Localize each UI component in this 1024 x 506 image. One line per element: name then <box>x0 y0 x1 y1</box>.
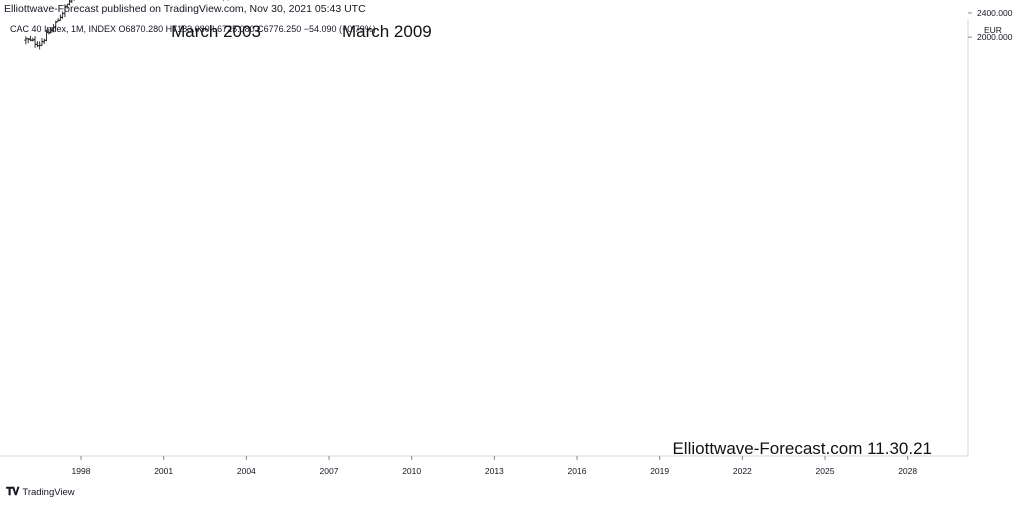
x-tick-label: 2007 <box>320 466 339 476</box>
ohlc-bar <box>222 0 224 1</box>
ohlc-bar <box>47 28 51 35</box>
ohlc-bar <box>73 0 75 1</box>
ohlc-bar <box>61 11 65 19</box>
ohlc-bar <box>56 18 60 22</box>
x-tick-label: 2010 <box>402 466 421 476</box>
watermark-label: Elliottwave-Forecast.com 11.30.21 <box>672 439 932 458</box>
ohlc-bar <box>28 35 33 42</box>
x-tick-label: 1998 <box>72 466 91 476</box>
x-tick-label: 2028 <box>898 466 917 476</box>
y-tick-label: 2400.000 <box>977 8 1013 18</box>
currency-label: EUR <box>984 25 1002 35</box>
x-tick-label: 2013 <box>485 466 504 476</box>
ohlc-bar <box>44 29 49 42</box>
publish-caption: Elliottwave-Forecast published on Tradin… <box>4 3 366 15</box>
annotation-label: March 2009 <box>342 22 432 41</box>
x-tick-label: 2001 <box>154 466 173 476</box>
ohlc-bar <box>49 27 53 33</box>
x-tick-label: 2019 <box>650 466 669 476</box>
ohlc-bar <box>65 3 69 9</box>
ohlc-bar <box>51 24 56 33</box>
x-tick-label: 2004 <box>237 466 256 476</box>
ohlc-bar <box>26 37 30 44</box>
ohlc-bar <box>54 20 58 30</box>
tradingview-logo-icon: 𝐓𝐕 <box>6 486 19 498</box>
y-tick-label: 2000.000 <box>977 32 1013 42</box>
ohlc-bars <box>24 0 229 50</box>
x-tick-label: 2025 <box>816 466 835 476</box>
ohlc-legend: CAC 40 Index, 1M, INDEX O6870.280 H7183.… <box>10 24 376 34</box>
ohlc-bar <box>70 0 73 4</box>
footer[interactable]: 𝐓𝐕 TradingView <box>6 486 75 499</box>
footer-brand: TradingView <box>22 487 75 498</box>
x-tick-label: 2022 <box>733 466 752 476</box>
ohlc-bar <box>67 0 72 6</box>
x-tick-label: 2016 <box>568 466 587 476</box>
annotation-label: March 2003 <box>171 22 261 41</box>
plot-area[interactable] <box>0 20 968 456</box>
ohlc-bar <box>31 37 35 42</box>
